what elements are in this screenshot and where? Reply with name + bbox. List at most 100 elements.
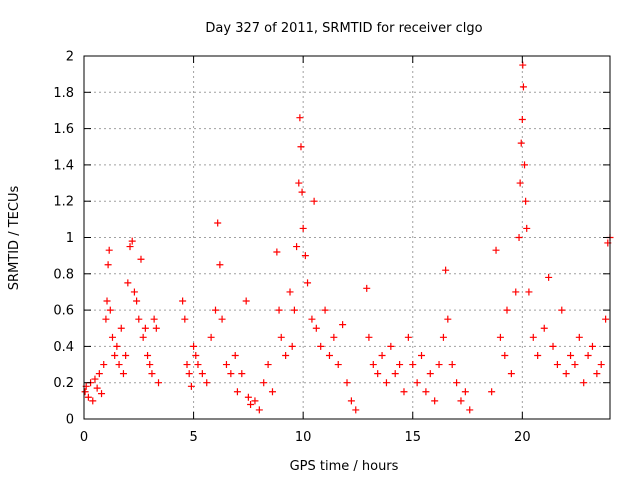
data-point <box>290 306 298 314</box>
data-point <box>231 351 239 359</box>
data-point <box>264 361 272 369</box>
data-point <box>507 370 515 378</box>
data-point <box>179 297 187 305</box>
data-point <box>111 351 119 359</box>
data-point <box>103 297 111 305</box>
data-point <box>119 370 127 378</box>
data-point <box>439 333 447 341</box>
data-point <box>100 361 108 369</box>
data-point <box>334 361 342 369</box>
axis-ticks: 00.20.40.60.811.21.41.61.820 5 10 15 20 <box>53 50 610 445</box>
x-tick-label: 5 <box>189 430 197 445</box>
data-point <box>545 273 553 281</box>
data-point <box>105 246 113 254</box>
data-point <box>444 315 452 323</box>
data-point <box>597 361 605 369</box>
y-tick-label: 2 <box>66 50 74 65</box>
data-points <box>81 61 614 414</box>
data-point <box>352 406 360 414</box>
data-point <box>260 379 268 387</box>
data-point <box>457 397 465 405</box>
data-point <box>113 342 121 350</box>
data-point <box>273 248 281 256</box>
data-point <box>152 324 160 332</box>
data-point <box>453 379 461 387</box>
data-point <box>137 255 145 263</box>
data-point <box>378 351 386 359</box>
data-point <box>187 382 195 390</box>
data-point <box>194 361 202 369</box>
data-point <box>529 333 537 341</box>
data-point <box>139 333 147 341</box>
data-point <box>571 361 579 369</box>
data-point <box>492 246 500 254</box>
data-point <box>365 333 373 341</box>
data-point <box>181 315 189 323</box>
data-point <box>442 266 450 274</box>
data-point <box>558 306 566 314</box>
data-point <box>81 388 89 396</box>
data-point <box>268 388 276 396</box>
data-point <box>580 379 588 387</box>
data-point <box>214 219 222 227</box>
data-point <box>148 370 156 378</box>
data-point <box>304 279 312 287</box>
x-tick-label: 15 <box>404 430 421 445</box>
data-point <box>212 306 219 314</box>
data-point <box>141 324 149 332</box>
data-point <box>374 370 382 378</box>
data-point <box>363 284 371 292</box>
data-point <box>518 116 526 124</box>
data-point <box>461 388 469 396</box>
data-point <box>192 351 200 359</box>
data-point <box>308 315 316 323</box>
data-point <box>207 333 215 341</box>
data-point <box>466 406 474 414</box>
data-point <box>321 306 329 314</box>
data-point <box>244 393 252 401</box>
data-point <box>602 315 610 323</box>
y-tick-label: 1.4 <box>53 158 74 173</box>
data-point <box>124 279 132 287</box>
data-point <box>540 324 548 332</box>
data-point <box>227 370 235 378</box>
data-point <box>288 342 296 350</box>
data-point <box>575 333 583 341</box>
x-axis-label: GPS time / hours <box>290 459 399 474</box>
data-point <box>488 388 496 396</box>
data-point <box>404 333 412 341</box>
data-point <box>516 179 524 187</box>
data-point <box>275 306 283 314</box>
data-point <box>108 333 116 341</box>
data-point <box>238 370 246 378</box>
data-point <box>122 351 130 359</box>
data-point <box>347 397 355 405</box>
data-point <box>233 388 241 396</box>
data-point <box>222 361 230 369</box>
data-point <box>522 197 530 205</box>
data-point <box>496 333 504 341</box>
data-point <box>588 342 596 350</box>
data-point <box>310 197 318 205</box>
data-point <box>133 297 141 305</box>
data-point <box>387 342 395 350</box>
data-point <box>409 361 417 369</box>
data-point <box>391 370 399 378</box>
y-tick-label: 1.6 <box>53 122 74 137</box>
data-point <box>282 351 290 359</box>
data-point <box>501 351 509 359</box>
data-point <box>317 342 325 350</box>
data-point <box>84 393 92 401</box>
data-point <box>106 306 114 314</box>
data-point <box>426 370 434 378</box>
data-point <box>523 224 531 232</box>
data-point <box>183 361 191 369</box>
data-point <box>422 388 430 396</box>
chart-title: Day 327 of 2011, SRMTID for receiver clg… <box>205 21 482 36</box>
data-point <box>343 379 351 387</box>
x-tick-label: 20 <box>514 430 531 445</box>
data-point <box>503 306 511 314</box>
data-point <box>155 379 163 387</box>
data-point <box>515 234 523 241</box>
